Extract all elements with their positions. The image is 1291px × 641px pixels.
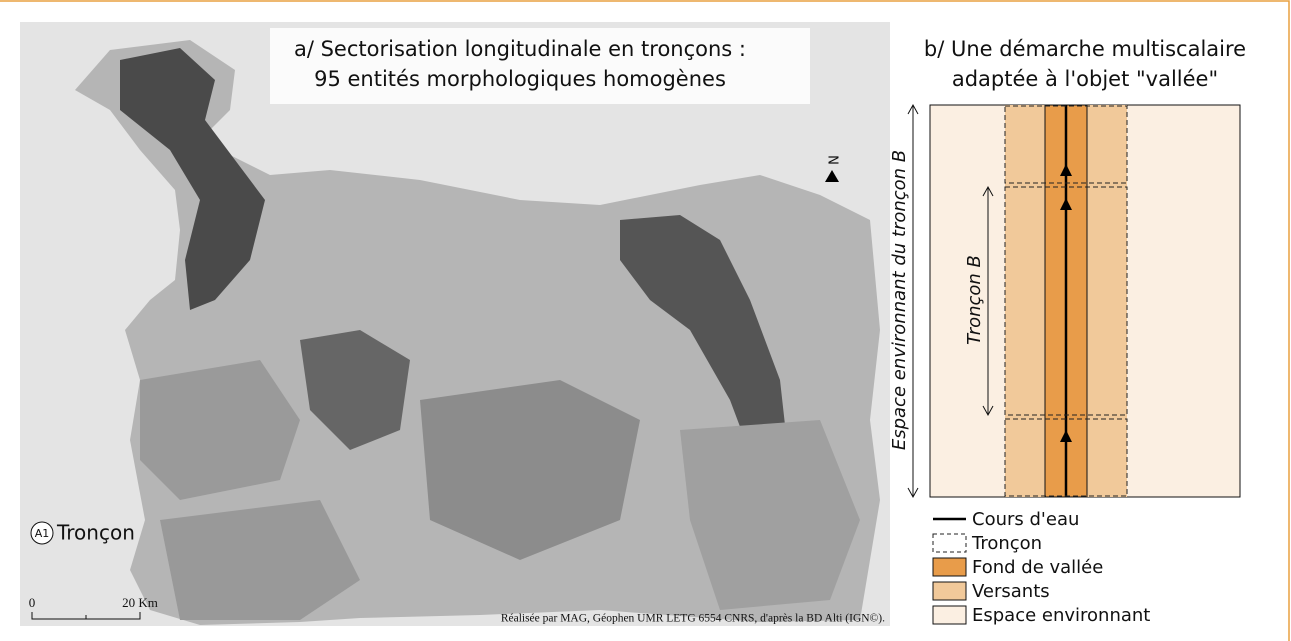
legend-label: Cours d'eau — [972, 509, 1079, 530]
legend-label: Tronçon — [971, 533, 1042, 554]
legend-label: Fond de vallée — [972, 557, 1103, 578]
legend-swatch — [933, 582, 966, 600]
outer-label: Espace environnant du tronçon B — [889, 150, 910, 450]
credit: Réalisée par MAG, Géophen UMR LETG 6554 … — [501, 613, 885, 625]
legend-label: Espace environnant — [972, 605, 1150, 626]
legend-label: Tronçon — [56, 521, 135, 545]
inner-label: Tronçon B — [964, 255, 985, 345]
diagram: b/ Une démarche multiscalaire adaptée à … — [889, 37, 1246, 626]
map-title: 95 entités morphologiques homogènes — [314, 67, 726, 91]
scale-label: 20 Km — [122, 595, 158, 610]
figure: a/ Sectorisation longitudinale en tronço… — [0, 0, 1291, 641]
diagram-title: adaptée à l'objet "vallée" — [952, 67, 1218, 91]
diagram-title: b/ Une démarche multiscalaire — [924, 37, 1246, 61]
north-label: N — [825, 155, 840, 165]
legend-swatch — [933, 606, 966, 624]
scale-label: 0 — [29, 595, 36, 610]
map: a/ Sectorisation longitudinale en tronço… — [20, 22, 890, 626]
legend-label: Versants — [972, 581, 1050, 602]
legend-symbol-label: A1 — [35, 527, 50, 540]
legend-swatch — [933, 558, 966, 576]
legend-dashed — [933, 534, 966, 552]
map-title: a/ Sectorisation longitudinale en tronço… — [294, 37, 746, 61]
diagram-legend: Cours d'eau Tronçon Fond de vallée Versants… — [933, 509, 1150, 626]
